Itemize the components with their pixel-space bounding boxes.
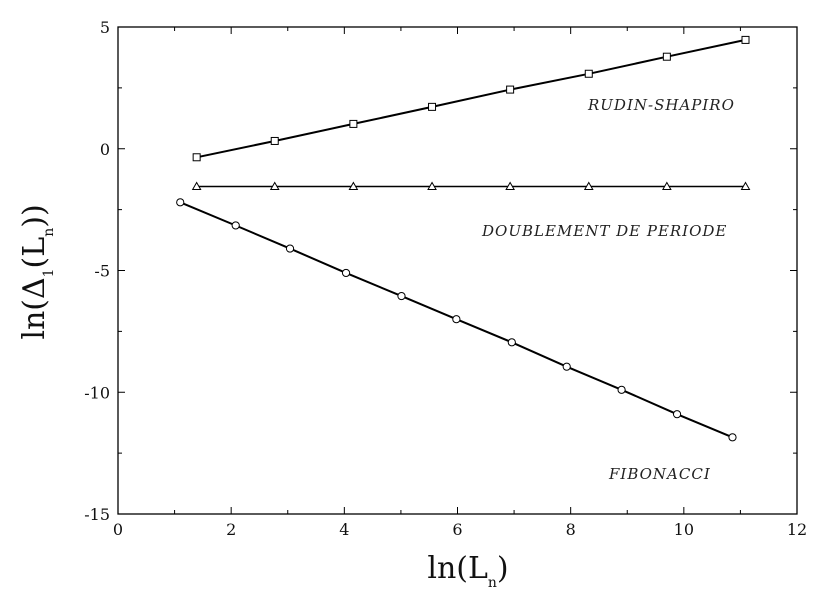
data-point-fibonacci bbox=[617, 385, 626, 394]
y-tick-label: -10 bbox=[84, 383, 110, 402]
data-point-doublement-de-periode bbox=[505, 181, 515, 190]
series-line-rudin-shapiro bbox=[196, 38, 746, 159]
data-point-fibonacci bbox=[507, 338, 516, 347]
x-axis-title: ln(Ln) bbox=[427, 551, 508, 591]
data-point-fibonacci bbox=[672, 410, 682, 419]
x-tick-label: 0 bbox=[113, 520, 123, 539]
data-point-fibonacci bbox=[728, 433, 737, 442]
data-point-fibonacci bbox=[176, 198, 185, 207]
y-axis-title-sub1: 1 bbox=[41, 268, 57, 277]
x-tick-label: 2 bbox=[226, 520, 236, 539]
x-axis-title-main: ln(L bbox=[427, 551, 488, 586]
data-point-rudin-shapiro bbox=[270, 136, 279, 145]
data-point-rudin-shapiro bbox=[741, 35, 750, 44]
data-point-doublement-de-periode bbox=[191, 181, 202, 190]
data-point-fibonacci bbox=[285, 244, 295, 253]
data-point-rudin-shapiro bbox=[192, 153, 201, 162]
data-point-fibonacci bbox=[231, 221, 240, 230]
series-label-fibonacci: FIBONACCI bbox=[608, 465, 711, 483]
x-axis-title-close: ) bbox=[497, 551, 509, 586]
data-point-rudin-shapiro bbox=[584, 69, 593, 78]
series-layer bbox=[176, 35, 751, 442]
series-label-doublement-de-periode: DOUBLEMENT DE PERIODE bbox=[481, 222, 727, 240]
y-axis-title-sub2: n bbox=[41, 228, 57, 237]
data-point-fibonacci bbox=[562, 362, 571, 371]
data-point-rudin-shapiro bbox=[349, 119, 358, 128]
data-point-doublement-de-periode bbox=[740, 181, 751, 190]
data-point-rudin-shapiro bbox=[662, 52, 671, 61]
y-axis-title-close: )) bbox=[17, 204, 52, 227]
x-tick-label: 6 bbox=[452, 520, 462, 539]
data-point-doublement-de-periode bbox=[269, 181, 280, 190]
ticks: 0 2 4 6 8 10 12 -15 -10 -5 0 5 bbox=[84, 18, 807, 539]
y-axis-title: ln(Δ1(Ln)) bbox=[17, 204, 57, 339]
data-point-rudin-shapiro bbox=[506, 85, 515, 94]
data-point-doublement-de-periode bbox=[583, 181, 594, 190]
data-point-fibonacci bbox=[397, 291, 406, 301]
x-tick-label: 12 bbox=[787, 520, 807, 539]
y-tick-label: -15 bbox=[84, 505, 110, 524]
y-tick-label: 0 bbox=[100, 140, 110, 159]
y-tick-label: -5 bbox=[94, 262, 110, 281]
series-label-rudin-shapiro: RUDIN-SHAPIRO bbox=[587, 96, 735, 114]
data-point-fibonacci bbox=[452, 315, 461, 324]
data-point-rudin-shapiro bbox=[428, 102, 437, 111]
x-axis-title-sub: n bbox=[488, 575, 497, 591]
y-axis-title-mid: (L bbox=[17, 237, 52, 269]
data-point-fibonacci bbox=[341, 268, 351, 278]
x-tick-label: 8 bbox=[566, 520, 576, 539]
y-axis-title-main: ln(Δ bbox=[17, 277, 52, 339]
x-tick-label: 10 bbox=[674, 520, 694, 539]
data-point-doublement-de-periode bbox=[348, 181, 359, 190]
y-tick-label: 5 bbox=[100, 18, 110, 37]
data-point-doublement-de-periode bbox=[661, 181, 672, 190]
data-point-doublement-de-periode bbox=[427, 181, 437, 190]
x-tick-label: 4 bbox=[339, 520, 349, 539]
